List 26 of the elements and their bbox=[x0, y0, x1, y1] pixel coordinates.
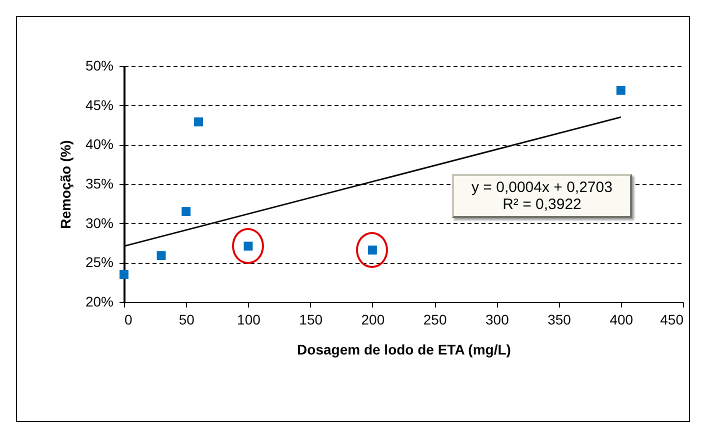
x-tick-label: 100 bbox=[237, 312, 261, 328]
point bbox=[194, 117, 204, 126]
y-tick-label: 30% bbox=[85, 214, 114, 231]
y-tick-label: 40% bbox=[85, 136, 114, 152]
y-tick-label: 35% bbox=[85, 176, 114, 192]
y-tick-label: 25% bbox=[85, 254, 114, 270]
x-tick-label: 400 bbox=[610, 312, 634, 328]
point bbox=[156, 251, 166, 260]
y-tick-label: 45% bbox=[85, 96, 114, 113]
point bbox=[120, 270, 128, 279]
x-tick-label: 350 bbox=[548, 312, 572, 328]
x-tick-label: 0 bbox=[124, 312, 132, 328]
y-axis-title: Remoção (%) bbox=[57, 140, 74, 229]
x-tick-label: 300 bbox=[485, 312, 510, 328]
y-tick-label: 50% bbox=[85, 58, 114, 74]
y-tick-label: 20% bbox=[85, 294, 114, 310]
annotation: R² = 0,3922 bbox=[502, 196, 582, 213]
x-tick-label: 50 bbox=[178, 312, 195, 328]
x-tick-label: 200 bbox=[361, 312, 385, 328]
point bbox=[182, 207, 191, 216]
x-axis-title: Dosagem de lodo de ETA (mg/L) bbox=[297, 342, 511, 358]
x-tick-label: 150 bbox=[299, 312, 323, 328]
annotation: y = 0,0004x + 0,2703 bbox=[470, 179, 614, 196]
x-tick-label: 450 bbox=[660, 312, 684, 328]
x-tick-label: 250 bbox=[423, 312, 447, 328]
point bbox=[616, 86, 626, 95]
